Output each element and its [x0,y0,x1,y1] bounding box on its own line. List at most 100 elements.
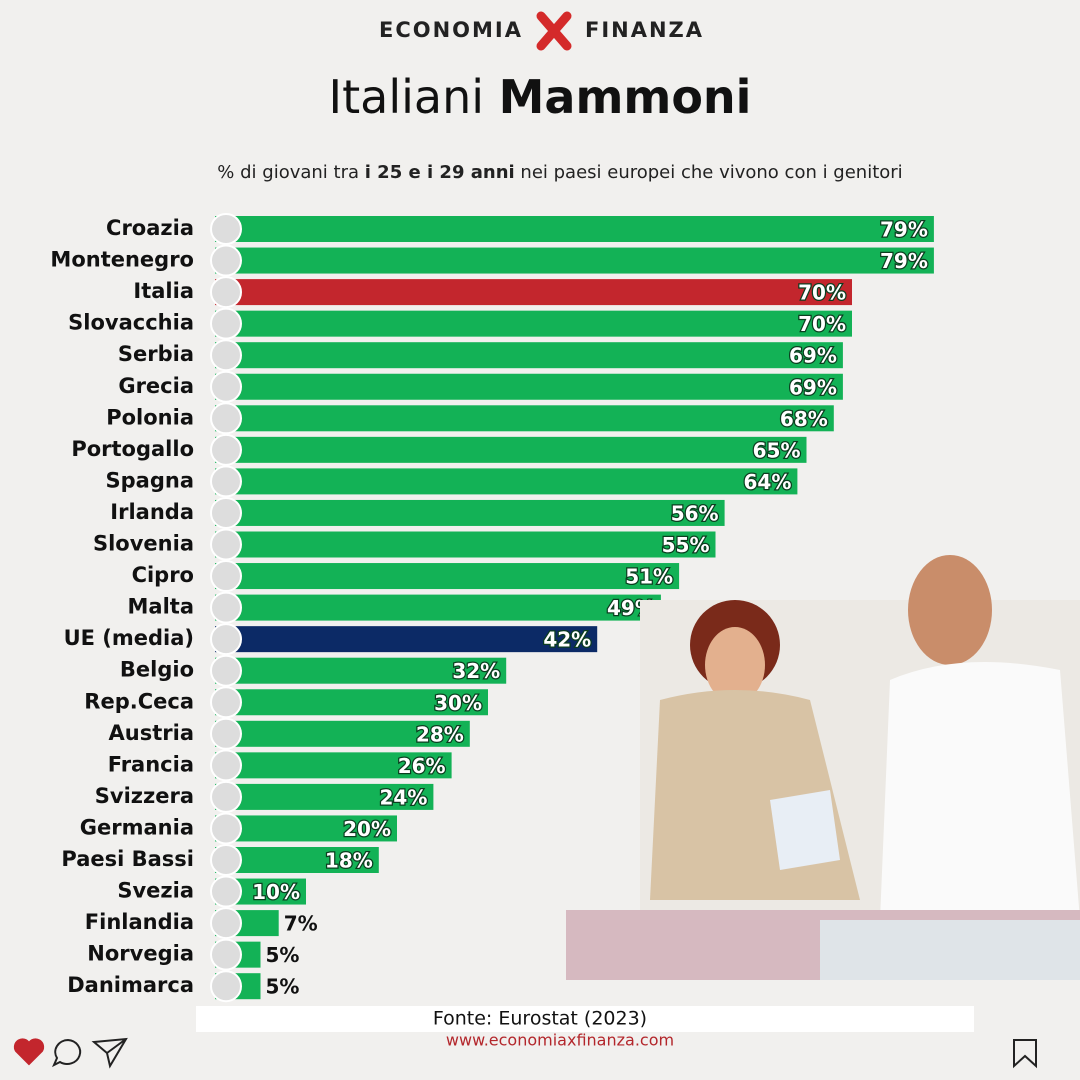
brand-right: FINANZA [585,18,704,42]
value-label: 70% [798,312,846,336]
category-label: Portogallo [71,437,194,461]
source: Fonte: Eurostat (2023) [433,1008,647,1030]
bar [215,815,397,842]
bar [215,626,598,653]
category-label: Slovenia [93,532,194,556]
bar [215,499,725,526]
value-label: 7% [284,912,318,936]
flag [210,560,242,593]
subtitle-part: i 25 e i 29 anni [365,162,515,183]
category-label: Svezia [117,879,194,903]
flag [210,528,242,561]
flag [210,686,242,719]
value-label: 18% [325,849,373,873]
value-label: 55% [662,533,710,557]
comment-icon[interactable] [52,1038,82,1068]
category-label: Rep.Ceca [84,689,194,713]
flag [210,307,242,340]
category-label: Austria [109,721,194,745]
value-label: 51% [625,565,673,589]
flag [210,591,242,624]
chart-title: Italiani Mammoni [329,70,752,124]
brand-left: ECONOMIA [379,18,523,42]
category-label: Croazia [106,216,194,240]
value-label: 5% [266,975,300,999]
category-label: Polonia [106,405,194,429]
value-label: 10% [252,880,300,904]
bookmark-icon[interactable] [1013,1039,1037,1069]
value-label: 64% [744,470,792,494]
value-label: 24% [380,785,428,809]
flag [210,938,242,971]
title-part: Italiani [329,70,484,124]
title-part: Mammoni [499,70,752,124]
flag [210,433,242,466]
value-label: 49% [607,596,655,620]
flag [210,213,242,245]
source-box [196,1006,974,1032]
value-label: 79% [880,218,928,242]
value-label: 68% [780,407,828,431]
bar [215,247,934,274]
bar [215,342,843,369]
category-label: Italia [133,279,194,303]
bar [215,783,434,810]
category-label: Montenegro [50,248,194,272]
category-label: Belgio [120,658,194,682]
bar [215,689,488,716]
value-label: 5% [266,943,300,967]
category-label: Slovacchia [68,311,194,335]
flag [210,654,242,687]
category-label: Malta [128,595,194,619]
social-icons [13,1037,1037,1069]
category-label: Cipro [132,563,194,587]
value-label: 69% [789,344,837,368]
flag [210,717,242,750]
bar [215,310,852,337]
category-label: Grecia [118,374,194,398]
category-label: Spagna [106,468,194,492]
category-label: UE (media) [64,626,194,650]
flag [210,370,242,403]
bar [215,563,680,590]
bar [215,752,452,779]
photo [566,555,1080,980]
bar [215,720,470,747]
value-label: 20% [343,817,391,841]
bar [215,405,834,432]
flag [210,875,242,908]
value-label: 79% [880,249,928,273]
flag [210,970,242,1003]
category-label: Danimarca [67,973,194,997]
category-label: Serbia [118,342,194,366]
bar [215,436,807,463]
value-label: 69% [789,375,837,399]
brand-x [536,11,572,51]
category-label: Norvegia [87,942,194,966]
value-label: 26% [398,754,446,778]
category-label: Germania [80,815,194,839]
bar [215,847,379,873]
bar [215,373,843,400]
category-label: Finlandia [85,910,194,934]
value-label: 32% [452,659,500,683]
flag [210,780,242,813]
category-label: Irlanda [110,500,194,524]
bar [215,531,716,558]
flag [210,907,242,940]
bar [215,657,507,684]
bar [215,279,852,306]
value-label: 65% [753,438,801,462]
like-icon[interactable] [13,1038,45,1066]
value-label: 70% [798,281,846,305]
category-label: Paesi Bassi [61,847,194,871]
value-label: 30% [434,691,482,715]
website: www.economiaxfinanza.com [446,1031,674,1050]
value-label: 28% [416,722,464,746]
category-label: Francia [108,752,194,776]
bar [215,594,661,621]
share-icon[interactable] [91,1037,128,1069]
value-label: 42% [543,628,591,652]
flag [210,402,242,435]
flag [210,623,242,656]
